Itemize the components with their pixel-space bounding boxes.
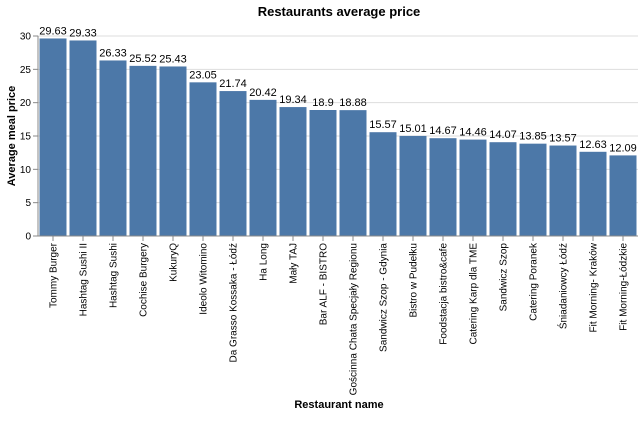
x-tick-label: Da Grasso Kossaka - Łódź [229, 243, 240, 363]
x-tick-label: Ha Long [259, 243, 270, 281]
x-tick-label: Catering Karp dla TME [469, 243, 480, 345]
x-tick-label: Sandwicz Szop - Gdynia [379, 243, 390, 352]
y-tick-label: 25 [20, 65, 32, 76]
gridlines [38, 35, 638, 237]
bar [69, 40, 97, 236]
bar-value-label: 18.9 [312, 97, 333, 109]
bar [609, 155, 637, 236]
chart-title: Restaurants average price [258, 4, 421, 19]
bar [429, 138, 457, 236]
x-tick-label: Bar ALF - BISTRO [319, 243, 330, 325]
bar-value-label: 25.52 [129, 53, 157, 65]
axes: 0 5 10 15 20 25 30 Tommy Burger Hashtag Sushi II… [20, 32, 638, 395]
bar [99, 60, 127, 236]
bar-value-label: 19.34 [279, 94, 307, 106]
bar-value-label: 14.46 [459, 127, 487, 139]
bar [459, 139, 487, 236]
x-tick-label: KukuryQ [169, 243, 180, 282]
x-tick-label: Catering Poranek [529, 242, 540, 321]
y-axis-title: Average meal price [6, 86, 18, 186]
bar-value-label: 12.63 [579, 139, 607, 151]
y-tick-label: 20 [20, 98, 32, 109]
x-tick-label: Hashtag Sushi [109, 243, 120, 308]
bar [249, 99, 277, 236]
bar [549, 145, 577, 236]
bar [309, 110, 337, 236]
bar [339, 110, 367, 236]
bar [129, 65, 157, 236]
x-tick-label: Tommy Burger [49, 242, 60, 308]
bar-value-label: 14.07 [489, 129, 517, 141]
bar [159, 66, 187, 236]
x-tick-label: Cochise Burgery [139, 243, 150, 317]
bar-value-label: 12.09 [609, 142, 637, 154]
bar-value-label: 25.43 [159, 53, 187, 65]
bar-value-label: 20.42 [249, 87, 277, 99]
bar [39, 38, 67, 236]
x-tick-label: Fit Morning- Kraków [589, 242, 600, 332]
bar [279, 107, 307, 236]
bar [399, 135, 427, 236]
x-tick-label: Hashtag Sushi II [79, 243, 90, 316]
bar-value-label: 29.63 [39, 25, 67, 37]
bar [219, 91, 247, 236]
x-tick-label: Ideolo Witomino [199, 243, 210, 315]
x-tick-label: Śniadaniowcy Łódź [557, 243, 570, 329]
bar-value-label: 18.88 [339, 97, 367, 109]
bar-value-label: 26.33 [99, 47, 127, 59]
bar-value-label: 15.57 [369, 119, 397, 131]
x-tick-label: Sandwicz Szop [499, 243, 510, 312]
bar-value-label: 29.33 [69, 27, 97, 39]
bar-value-label: 13.85 [519, 131, 547, 143]
bar [519, 143, 547, 236]
x-axis-title: Restaurant name [294, 399, 383, 411]
bar-value-label: 14.67 [429, 125, 457, 137]
y-tick-label: 15 [20, 132, 32, 143]
x-tick-label: Mały TAJ [289, 243, 300, 284]
y-tick-label: 30 [20, 32, 32, 43]
bar [489, 142, 517, 236]
x-tick-label: Gościnna Chata Specjały Regionu [349, 243, 360, 395]
bars [39, 38, 637, 236]
y-tick-label: 5 [25, 198, 31, 209]
bar [369, 132, 397, 236]
x-tick-label: Fit Morning-Łódzkie [619, 243, 630, 331]
y-tick-label: 0 [25, 232, 31, 243]
x-tick-label: Bistro w Pudełku [409, 243, 420, 317]
bar-value-label: 21.74 [219, 78, 247, 90]
bar-value-label: 23.05 [189, 69, 217, 81]
x-tick-label: Foodstacja bistro&cafe [439, 243, 450, 345]
bar-value-label: 15.01 [399, 123, 427, 135]
bar-value-label: 13.57 [549, 133, 577, 145]
bar [579, 151, 607, 236]
bar [189, 82, 217, 236]
y-tick-label: 10 [20, 165, 32, 176]
